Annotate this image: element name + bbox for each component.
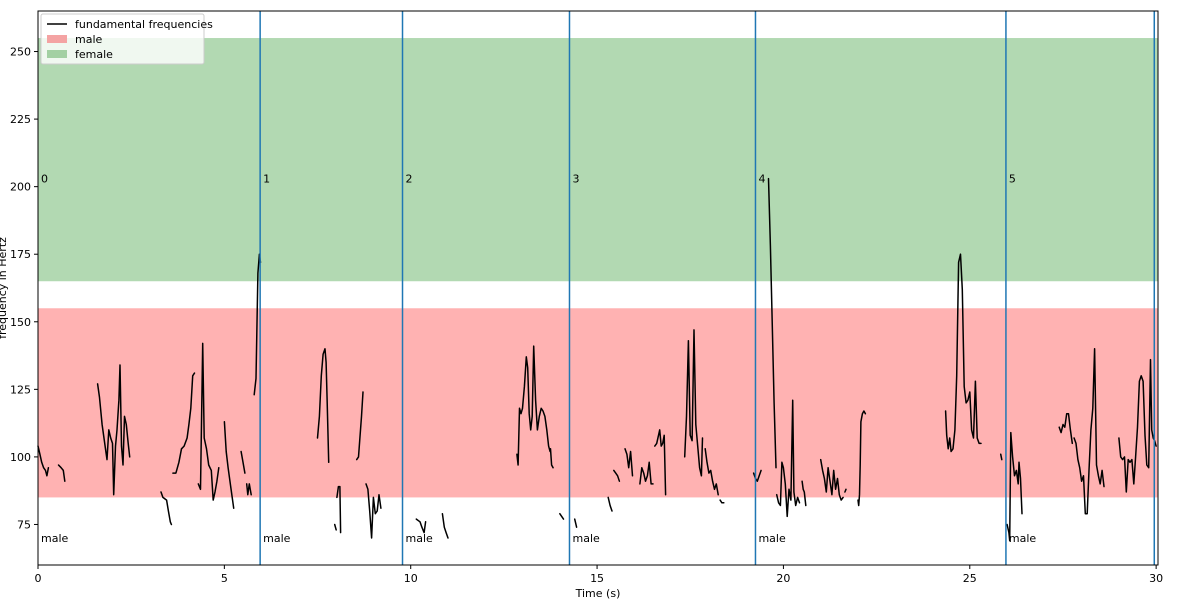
frequency-line-piece [1073, 348, 1105, 515]
segment-gender-label: male [1009, 532, 1037, 545]
frequency-line-piece [767, 177, 777, 469]
segment-index-label: 2 [406, 173, 413, 186]
frequency-line-piece [1118, 358, 1157, 493]
legend-female-swatch [47, 50, 67, 58]
y-tick-label: 175 [10, 248, 31, 261]
frequency-line-piece [1006, 431, 1023, 542]
x-tick-label: 30 [1149, 572, 1163, 585]
y-tick-label: 250 [10, 46, 31, 59]
x-axis-ticks: 0 5 10 15 20 25 30 [35, 565, 1163, 585]
segment-gender-label: male [41, 532, 69, 545]
frequency-line-piece [573, 518, 578, 528]
fundamental-frequency-series [37, 177, 1157, 542]
segment-gender-label: male [406, 532, 434, 545]
legend: fundamental frequencies male female [40, 13, 213, 65]
frequency-line-piece [37, 445, 50, 477]
y-tick-label: 150 [10, 316, 31, 329]
legend-male-swatch [47, 35, 67, 43]
legend-label-female: female [75, 48, 113, 61]
legend-box [40, 13, 205, 65]
segment-gender-label: male [758, 532, 786, 545]
segment-index-label: 0 [41, 173, 48, 186]
legend-label-fundamental: fundamental frequencies [75, 18, 213, 31]
frequency-line-piece [944, 253, 982, 453]
frequency-line-piece [999, 453, 1003, 461]
frequency-line-piece [172, 372, 196, 474]
segment-boundaries [259, 11, 1156, 565]
frequency-line-piece [223, 421, 235, 509]
frequency-line-piece [365, 483, 382, 539]
y-tick-label: 200 [10, 181, 31, 194]
segment-index-label: 3 [572, 173, 579, 186]
frequency-line-piece [415, 518, 427, 534]
frequency-line-piece [316, 348, 330, 464]
x-tick-label: 20 [776, 572, 790, 585]
segment-labels: 0 male 1 male 2 male 3 male 4 male 5 male [41, 173, 1036, 545]
frequency-line-piece [336, 485, 342, 534]
x-tick-label: 5 [221, 572, 228, 585]
frequency-bands [38, 38, 1158, 498]
frequency-line-piece [160, 491, 173, 526]
frequency-line-piece [355, 391, 364, 461]
y-tick-label: 225 [10, 113, 31, 126]
x-axis-label: Time (s) [575, 587, 621, 600]
frequency-line-piece [96, 364, 131, 496]
y-tick-label: 125 [10, 383, 31, 396]
frequency-line-piece [654, 429, 667, 496]
segment-gender-label: male [263, 532, 291, 545]
frequency-line-piece [857, 410, 867, 507]
frequency-line-piece [245, 483, 252, 496]
segment-gender-label: male [572, 532, 600, 545]
x-tick-label: 25 [963, 572, 977, 585]
x-tick-label: 10 [404, 572, 418, 585]
x-tick-label: 15 [590, 572, 604, 585]
frequency-line-piece [1058, 412, 1074, 445]
y-axis-ticks: 75 100 125 150 175 200 225 250 [10, 46, 38, 531]
frequency-line-piece [607, 496, 613, 512]
frequency-line-piece [775, 399, 801, 518]
segment-index-label: 4 [758, 173, 765, 186]
frequency-line-piece [333, 523, 337, 531]
frequency-line-piece [719, 499, 725, 504]
y-tick-label: 75 [17, 518, 31, 531]
segment-index-label: 5 [1009, 173, 1016, 186]
frequency-line-piece [57, 464, 66, 482]
frequency-line-piece [844, 488, 847, 493]
plot-area-frame [37, 10, 1159, 566]
segment-index-label: 1 [263, 173, 270, 186]
y-tick-label: 100 [10, 451, 31, 464]
legend-label-male: male [75, 33, 103, 46]
frequency-line-piece [683, 329, 704, 477]
frequency-line-piece [613, 469, 621, 482]
male-band [38, 308, 1158, 498]
frequency-line-piece [801, 480, 807, 507]
frequency-line-piece [639, 461, 654, 485]
frequency-line-piece [549, 448, 554, 469]
female-band [38, 38, 1158, 282]
frequency-line-piece [704, 448, 719, 496]
y-axis-label: frequency in Hertz [0, 237, 9, 339]
frequency-line-piece [197, 342, 220, 501]
x-tick-label: 0 [35, 572, 42, 585]
frequency-line-piece [624, 448, 634, 477]
frequency-line-piece [819, 458, 844, 501]
frequency-line-piece [240, 450, 246, 474]
frequency-line-piece [559, 512, 565, 520]
frequency-line-piece [516, 345, 551, 466]
frequency-line-piece [441, 512, 449, 539]
